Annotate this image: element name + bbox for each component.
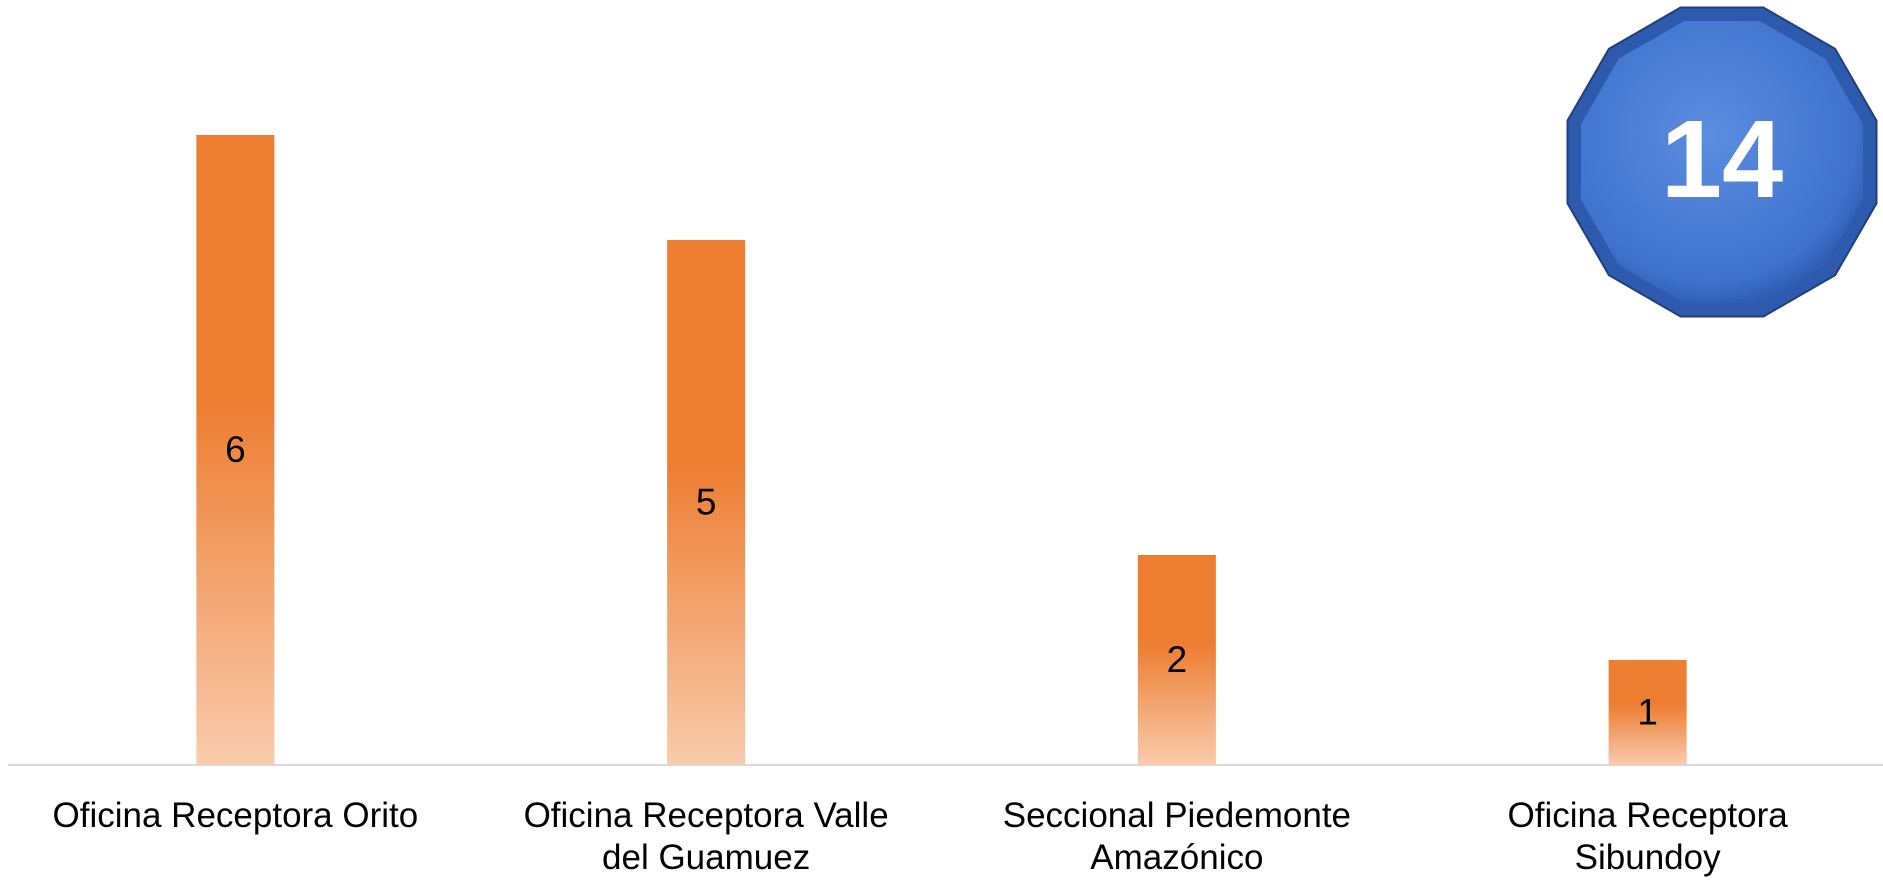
bar: [1137, 555, 1216, 765]
x-tick-label: Oficina Receptora Sibundoy: [1507, 796, 1788, 877]
bar: [667, 240, 746, 765]
badge-face: [1581, 21, 1863, 303]
value-label: 2: [1167, 639, 1188, 680]
badge-total: 14: [1661, 98, 1783, 221]
value-label: 5: [696, 481, 717, 522]
value-label: 6: [225, 429, 246, 470]
bar: [196, 135, 275, 765]
x-tick-label: Oficina Receptora Valle del Guamuez: [523, 796, 889, 877]
x-tick-label: Seccional Piedemonte Amazónico: [1002, 796, 1352, 877]
value-label: 1: [1637, 691, 1658, 732]
bar: [1608, 660, 1687, 765]
x-tick-label: Oficina Receptora Orito: [52, 796, 419, 835]
